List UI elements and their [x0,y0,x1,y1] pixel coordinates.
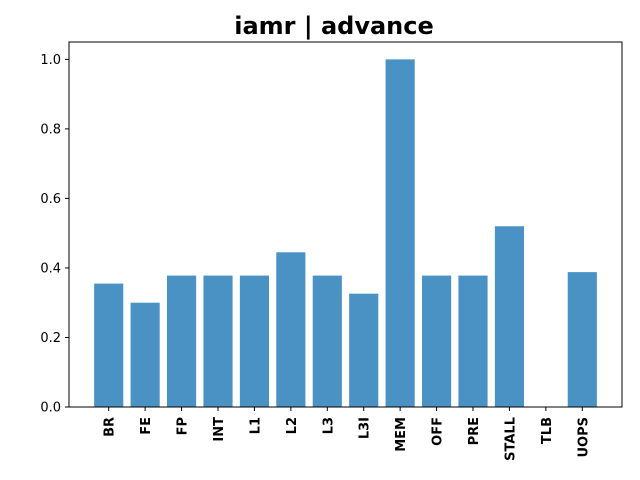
x-tick-label: L1 [248,417,263,434]
x-axis: BR FE FP INT L1 L2 L3 L3I MEM OFF PRE STALL TLB UOPS [103,407,591,461]
x-tick-label: L2 [285,417,300,434]
x-tick-label: TLB [540,417,555,444]
bar-l3i [349,293,379,407]
x-tick-label: BR [103,417,118,437]
y-tick-label: 1.0 [40,53,61,68]
x-tick-label: PRE [467,417,482,445]
y-tick-label: 0.4 [40,261,61,276]
x-tick-label: INT [212,417,227,442]
bars-group [94,59,597,407]
bar-pre [458,275,488,407]
bar-br [94,283,124,407]
y-tick-label: 0.2 [40,331,61,346]
bar-l2 [276,252,306,407]
x-tick-label: MEM [394,417,409,452]
bar-mem [385,59,415,407]
bar-l1 [239,275,269,407]
y-axis: 0.0 0.2 0.4 0.6 0.8 1.0 [40,53,69,416]
x-tick-label: UOPS [576,417,591,458]
bar-fe [130,302,160,407]
x-tick-label: FE [139,417,154,435]
bar-stall [494,226,525,407]
bar-uops [567,272,597,407]
bar-off [422,275,452,407]
bar-fp [166,275,197,407]
bar-l3 [312,275,342,407]
chart-title: iamr | advance [234,12,434,40]
bar-int [203,275,233,407]
x-tick-label: STALL [503,417,518,461]
x-tick-label: L3I [358,417,373,439]
x-tick-label: FP [176,417,191,435]
x-tick-label: OFF [431,417,446,446]
y-tick-label: 0.8 [40,122,61,137]
y-tick-label: 0.0 [40,401,61,416]
y-tick-label: 0.6 [40,192,61,207]
x-tick-label: L3 [321,417,336,434]
plot-frame [68,41,623,408]
